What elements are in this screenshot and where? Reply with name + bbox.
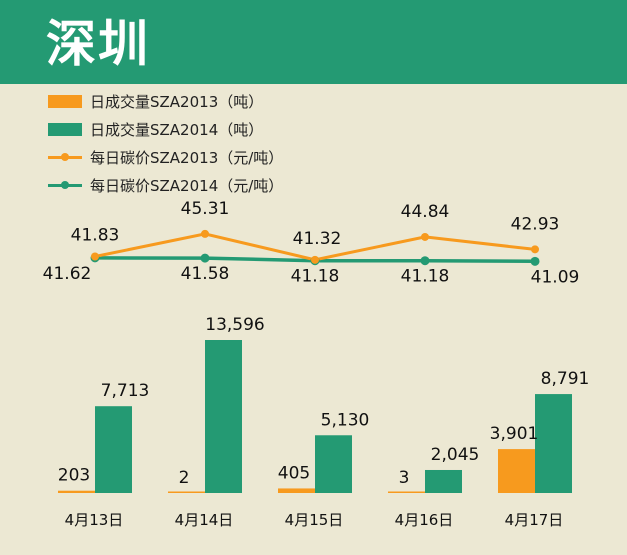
legend-swatch-green-bar [48, 123, 82, 136]
legend-item-volume-2013: 日成交量SZA2013（吨） [46, 88, 366, 116]
price-label-2014: 41.18 [401, 267, 450, 287]
point-2014 [420, 256, 430, 266]
bar-2013 [498, 449, 535, 493]
bar-value-label-2013: 3 [399, 468, 410, 488]
bar-value-label-2014: 2,045 [431, 445, 480, 465]
bar-2013 [388, 491, 425, 493]
point-2013 [531, 245, 539, 254]
legend-item-volume-2014: 日成交量SZA2014（吨） [46, 116, 366, 144]
price-label-2014: 41.58 [181, 264, 230, 284]
bar-2014 [535, 394, 572, 493]
point-2013 [201, 229, 209, 238]
point-2013 [311, 255, 319, 264]
bar-2013 [168, 491, 205, 493]
price-label-2013: 45.31 [181, 199, 230, 219]
bar-2013 [278, 488, 315, 493]
x-tick-label: 4月14日 [175, 511, 234, 529]
point-2014 [530, 256, 540, 266]
bar-value-label-2014: 8,791 [541, 369, 590, 389]
bar-value-label-2013: 3,901 [490, 424, 539, 444]
price-label-2013: 44.84 [401, 202, 450, 222]
bar-2014 [425, 469, 462, 493]
point-2014 [200, 253, 210, 263]
bar-2013 [58, 490, 95, 493]
bar-value-label-2014: 5,130 [321, 410, 370, 430]
legend-label: 日成交量SZA2014（吨） [90, 121, 264, 139]
header-banner: 深圳 [0, 0, 627, 84]
bar-2014 [95, 406, 132, 493]
price-label-2014: 41.18 [291, 267, 340, 287]
price-label-2013: 41.32 [293, 229, 342, 249]
bar-value-label-2013: 2 [179, 468, 190, 488]
point-2013 [421, 232, 429, 241]
x-tick-label: 4月15日 [285, 511, 344, 529]
legend-swatch-orange-bar [48, 95, 82, 108]
legend-item-price-2014: 每日碳价SZA2014（元/吨） [46, 172, 366, 200]
price-label-2014: 41.09 [531, 267, 580, 287]
bar-value-label-2014: 13,596 [205, 315, 264, 335]
x-tick-label: 4月13日 [65, 511, 124, 529]
point-2013 [91, 252, 99, 261]
bar-2014 [315, 435, 352, 493]
price-label-2013: 42.93 [511, 214, 560, 234]
legend-swatch-orange-dot [61, 153, 69, 161]
bar-value-label-2014: 7,713 [101, 381, 150, 401]
x-tick-label: 4月17日 [505, 511, 564, 529]
chart-legend: 日成交量SZA2013（吨） 日成交量SZA2014（吨） 每日碳价SZA201… [46, 88, 366, 200]
legend-item-price-2013: 每日碳价SZA2013（元/吨） [46, 144, 366, 172]
price-label-2013: 41.83 [71, 226, 120, 246]
legend-label: 每日碳价SZA2014（元/吨） [90, 177, 284, 195]
legend-label: 每日碳价SZA2013（元/吨） [90, 149, 284, 167]
page-title: 深圳 [46, 15, 150, 73]
bar-2014 [205, 340, 242, 493]
bar-value-label-2013: 203 [58, 466, 90, 486]
legend-swatch-green-dot [61, 181, 69, 189]
bar-value-label-2013: 405 [278, 463, 310, 483]
x-tick-label: 4月16日 [395, 511, 454, 529]
legend-label: 日成交量SZA2013（吨） [90, 93, 264, 111]
price-label-2014: 41.62 [43, 264, 92, 284]
